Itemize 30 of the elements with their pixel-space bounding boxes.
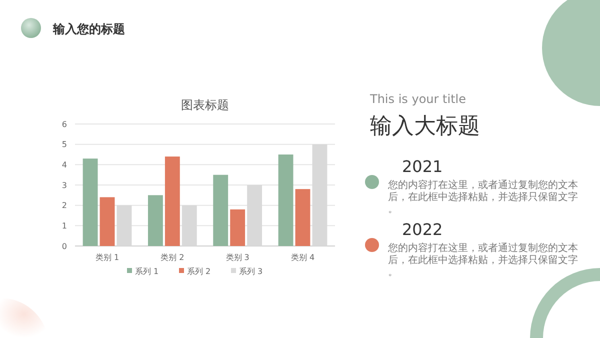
text: This is your title <box>369 92 466 106</box>
y-tick-label: 0 <box>62 242 67 251</box>
legend-label: 系列 1 <box>135 267 159 276</box>
x-tick-label: 类别 2 <box>160 253 184 262</box>
text: 输入您的标题 <box>52 22 125 36</box>
bar <box>100 197 115 246</box>
bar <box>82 158 98 246</box>
bar <box>164 156 180 246</box>
text: 2021 <box>402 157 443 176</box>
text: 输入大标题 <box>370 114 480 139</box>
y-tick-label: 5 <box>62 140 67 150</box>
legend-label: 系列 3 <box>239 267 263 276</box>
x-tick-label: 类别 4 <box>290 253 315 262</box>
x-tick-label: 类别 1 <box>95 253 120 262</box>
y-tick-label: 4 <box>62 160 67 170</box>
bar <box>278 154 294 246</box>
y-tick-label: 3 <box>62 180 67 190</box>
y-tick-label: 2 <box>62 201 67 210</box>
bar <box>295 189 310 246</box>
bar <box>230 209 246 246</box>
legend-label: 系列 2 <box>187 267 211 276</box>
y-tick-label: 1 <box>62 221 67 230</box>
y-tick-label: 6 <box>62 120 67 129</box>
text: 您的内容打在这里，或者通过复制您的文本后，在此框中选择粘贴，并选择只保留文字。 <box>387 242 578 278</box>
text: 您的内容打在这里，或者通过复制您的文本后，在此框中选择粘贴，并选择只保留文字。 <box>387 179 578 215</box>
x-tick-label: 类别 3 <box>226 253 250 262</box>
bar <box>213 174 228 246</box>
bar <box>148 195 163 246</box>
chart-title: 图表标题 <box>181 98 229 112</box>
text: 2022 <box>402 220 443 239</box>
